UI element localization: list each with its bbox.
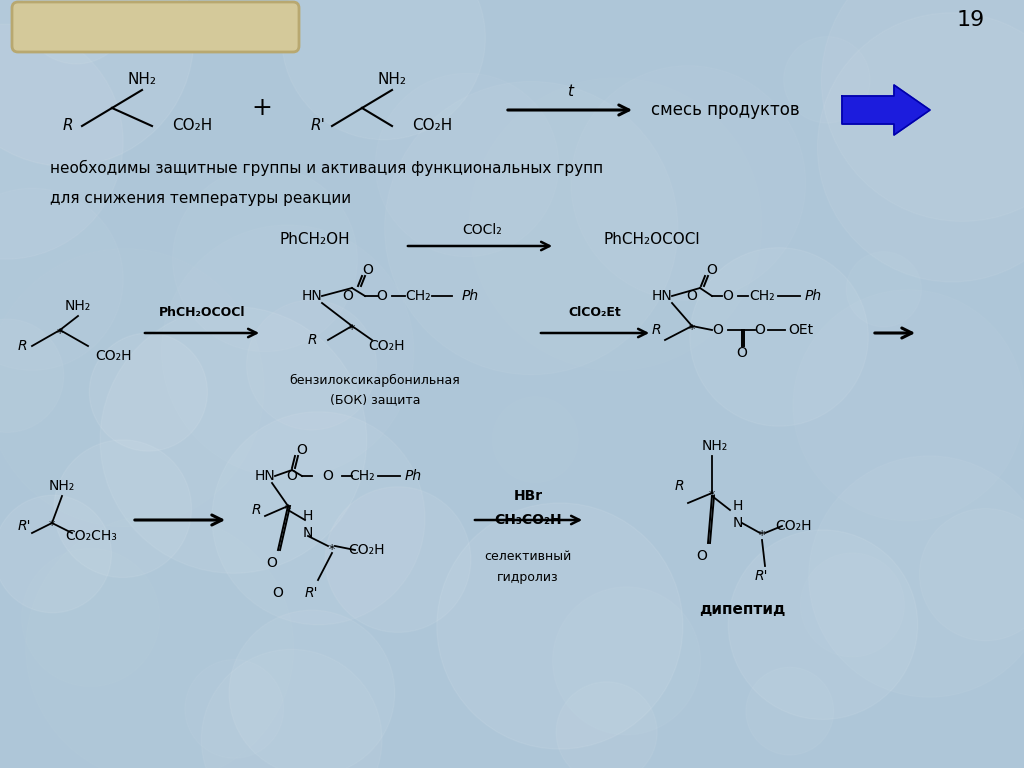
Text: 19: 19 bbox=[956, 10, 985, 30]
Polygon shape bbox=[842, 85, 930, 135]
Text: *: * bbox=[349, 323, 355, 336]
Text: CO₂H: CO₂H bbox=[348, 543, 384, 557]
Text: *: * bbox=[49, 519, 55, 532]
Text: CH₂: CH₂ bbox=[406, 289, 431, 303]
Circle shape bbox=[229, 610, 394, 768]
Text: *: * bbox=[759, 529, 765, 542]
Text: смесь продуктов: смесь продуктов bbox=[650, 101, 800, 119]
Text: CO₂H: CO₂H bbox=[775, 519, 811, 533]
Circle shape bbox=[556, 682, 657, 768]
Circle shape bbox=[0, 495, 112, 613]
Text: PhCH₂OCOCl: PhCH₂OCOCl bbox=[159, 306, 246, 319]
Text: O: O bbox=[696, 549, 708, 563]
Text: O: O bbox=[736, 346, 748, 360]
Text: CO₂H: CO₂H bbox=[412, 118, 453, 134]
Text: CH₂: CH₂ bbox=[349, 469, 375, 483]
Circle shape bbox=[23, 0, 130, 64]
Text: R: R bbox=[652, 323, 662, 337]
Text: NH₂: NH₂ bbox=[128, 72, 157, 88]
Text: CO₂CH₃: CO₂CH₃ bbox=[65, 529, 117, 543]
Text: NH₂: NH₂ bbox=[378, 72, 407, 88]
Circle shape bbox=[817, 13, 1024, 282]
Text: O: O bbox=[707, 263, 718, 277]
Text: COCl₂: COCl₂ bbox=[462, 223, 502, 237]
Text: R: R bbox=[675, 479, 685, 493]
Text: PhCH₂OH: PhCH₂OH bbox=[280, 233, 350, 247]
Text: HN: HN bbox=[302, 289, 323, 303]
Text: N: N bbox=[733, 516, 743, 530]
Text: гидролиз: гидролиз bbox=[498, 571, 559, 584]
Text: NH₂: NH₂ bbox=[49, 479, 75, 493]
Text: Пептидный синтез: Пептидный синтез bbox=[58, 18, 252, 36]
Circle shape bbox=[326, 487, 471, 632]
Text: ClCO₂Et: ClCO₂Et bbox=[568, 306, 622, 319]
Circle shape bbox=[728, 530, 918, 720]
Text: HN: HN bbox=[255, 469, 275, 483]
Circle shape bbox=[282, 0, 485, 140]
Text: HBr: HBr bbox=[513, 489, 543, 503]
Text: *: * bbox=[57, 326, 63, 339]
Circle shape bbox=[100, 306, 367, 573]
Text: NH₂: NH₂ bbox=[65, 299, 91, 313]
Text: R: R bbox=[62, 118, 74, 134]
Text: O: O bbox=[272, 586, 284, 600]
Text: CO₂H: CO₂H bbox=[172, 118, 212, 134]
Text: R': R' bbox=[305, 586, 318, 600]
Text: *: * bbox=[329, 544, 335, 557]
Text: +: + bbox=[252, 96, 272, 120]
Circle shape bbox=[0, 0, 194, 166]
Text: дипептид: дипептид bbox=[698, 603, 785, 617]
Text: O: O bbox=[723, 289, 733, 303]
Text: O: O bbox=[266, 556, 278, 570]
Text: H: H bbox=[733, 499, 743, 513]
Text: CH₃CO₂H: CH₃CO₂H bbox=[495, 513, 562, 527]
Text: H: H bbox=[303, 509, 313, 523]
Text: O: O bbox=[323, 469, 334, 483]
Text: O: O bbox=[343, 289, 353, 303]
Text: O: O bbox=[377, 289, 387, 303]
Text: CO₂H: CO₂H bbox=[95, 349, 131, 363]
Circle shape bbox=[202, 650, 382, 768]
Circle shape bbox=[212, 412, 425, 624]
Text: R': R' bbox=[755, 569, 768, 583]
Circle shape bbox=[690, 248, 868, 426]
Text: R': R' bbox=[18, 519, 32, 533]
Text: O: O bbox=[297, 443, 307, 457]
Text: O: O bbox=[755, 323, 765, 337]
Text: *: * bbox=[709, 489, 715, 502]
Text: HN: HN bbox=[652, 289, 673, 303]
FancyBboxPatch shape bbox=[12, 2, 299, 52]
Text: N: N bbox=[303, 526, 313, 540]
Text: R: R bbox=[18, 339, 28, 353]
Circle shape bbox=[54, 440, 191, 578]
Text: селективный: селективный bbox=[484, 549, 571, 562]
Text: Ph: Ph bbox=[805, 289, 822, 303]
Text: R: R bbox=[252, 503, 261, 517]
Text: R: R bbox=[308, 333, 317, 347]
Circle shape bbox=[437, 503, 683, 749]
Text: O: O bbox=[686, 289, 697, 303]
Circle shape bbox=[0, 25, 123, 260]
Text: O: O bbox=[713, 323, 723, 337]
Text: *: * bbox=[689, 323, 695, 336]
Text: R': R' bbox=[310, 118, 326, 134]
Text: Ph: Ph bbox=[462, 289, 479, 303]
Text: t: t bbox=[567, 84, 573, 100]
Text: *: * bbox=[285, 504, 291, 517]
Text: OEt: OEt bbox=[788, 323, 813, 337]
Text: CH₂: CH₂ bbox=[750, 289, 775, 303]
Text: O: O bbox=[287, 469, 297, 483]
Text: O: O bbox=[362, 263, 374, 277]
Text: Ph: Ph bbox=[406, 469, 422, 483]
Text: (БОК) защита: (БОК) защита bbox=[330, 393, 420, 406]
Text: для снижения температуры реакции: для снижения температуры реакции bbox=[50, 190, 351, 206]
Text: NH₂: NH₂ bbox=[701, 439, 728, 453]
Text: PhCH₂OCOCl: PhCH₂OCOCl bbox=[604, 233, 700, 247]
Text: CO₂H: CO₂H bbox=[368, 339, 404, 353]
Text: необходимы защитные группы и активация функциональных групп: необходимы защитные группы и активация ф… bbox=[50, 160, 603, 176]
Text: бензилоксикарбонильная: бензилоксикарбонильная bbox=[290, 373, 461, 386]
Circle shape bbox=[89, 333, 208, 451]
